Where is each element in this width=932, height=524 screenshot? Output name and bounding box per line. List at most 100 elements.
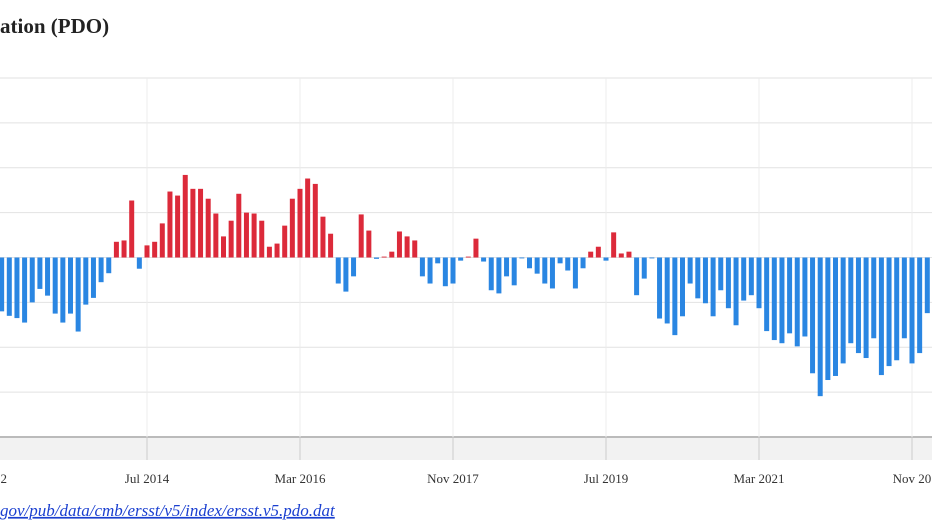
bar: [305, 178, 311, 258]
x-tick-label: Jul 2019: [584, 471, 628, 486]
bar: [190, 188, 196, 258]
bar: [389, 251, 395, 258]
bar: [98, 257, 104, 283]
bar: [282, 225, 288, 258]
bar: [848, 257, 854, 344]
bar: [221, 236, 226, 258]
bar: [29, 257, 35, 303]
bar: [358, 214, 364, 258]
bar: [557, 257, 563, 264]
bar: [657, 257, 663, 319]
bar: [718, 257, 724, 291]
bar: [840, 257, 846, 364]
bar: [764, 257, 770, 332]
bar: [198, 188, 204, 258]
bar: [542, 257, 548, 284]
bar: [213, 213, 219, 258]
x-tick-label: Nov 2017: [427, 471, 479, 486]
bar: [863, 257, 869, 359]
bar: [855, 257, 861, 354]
bar: [817, 257, 823, 397]
bar: [442, 257, 448, 287]
bar: [419, 257, 425, 277]
bar: [618, 253, 624, 258]
bar: [779, 257, 785, 344]
bar: [6, 257, 12, 316]
bar: [473, 238, 479, 258]
bar: [741, 257, 747, 301]
bar: [45, 257, 51, 296]
bar: [496, 257, 502, 294]
bar: [297, 188, 303, 258]
bar: [465, 256, 471, 258]
bar: [511, 257, 517, 286]
bar: [129, 200, 135, 258]
bar: [825, 257, 831, 381]
x-tick-label: 2012: [0, 471, 7, 486]
bar: [702, 257, 708, 304]
bar: [664, 257, 670, 324]
bar: [37, 257, 43, 289]
bar: [243, 212, 249, 258]
bar: [175, 195, 181, 258]
bar: [901, 257, 907, 339]
bar: [159, 223, 165, 258]
bar: [205, 198, 211, 258]
bar: [588, 251, 594, 258]
bar: [603, 257, 609, 261]
bar: [504, 257, 510, 277]
bar: [68, 257, 73, 314]
bar: [450, 257, 456, 284]
x-tick-label: Mar 2016: [275, 471, 326, 486]
source-link-text[interactable]: gov/pub/data/cmb/ersst/v5/index/ersst.v5…: [0, 501, 336, 520]
bar: [672, 257, 678, 336]
bar: [381, 256, 387, 258]
bar: [687, 257, 693, 284]
bar: [366, 230, 372, 258]
bar: [725, 257, 731, 309]
bar: [259, 220, 265, 258]
bar: [335, 257, 341, 284]
bar: [236, 193, 242, 258]
bar: [572, 257, 578, 289]
bar: [351, 257, 357, 277]
bar: [83, 257, 89, 305]
source-link[interactable]: gov/pub/data/cmb/ersst/v5/index/ersst.v5…: [0, 501, 336, 520]
bar: [733, 257, 739, 326]
bar: [909, 257, 915, 364]
bar: [771, 257, 777, 341]
bar: [634, 257, 640, 296]
bar: [641, 257, 647, 279]
bar: [144, 245, 150, 258]
bar: [833, 257, 838, 376]
bar: [481, 257, 487, 262]
chart-title: ation (PDO): [0, 14, 109, 38]
bar: [924, 257, 930, 314]
bar: [886, 257, 892, 367]
bar: [649, 257, 655, 259]
bar: [266, 246, 272, 258]
bar: [917, 257, 923, 354]
axis-band: [0, 438, 932, 460]
bar: [565, 257, 571, 271]
bar: [626, 251, 632, 258]
bar: [14, 257, 20, 319]
bar: [680, 257, 685, 317]
bar: [404, 236, 410, 258]
bar: [488, 257, 494, 291]
bar: [0, 257, 5, 312]
bar: [121, 240, 127, 258]
bar: [182, 174, 188, 258]
bar: [710, 257, 716, 317]
bar: [435, 257, 441, 264]
bar: [152, 241, 158, 258]
bar: [580, 257, 586, 269]
bar: [458, 257, 464, 261]
bar: [136, 257, 142, 269]
bar: [60, 257, 66, 323]
bar: [595, 246, 601, 258]
x-tick-label: Nov 20: [893, 471, 932, 486]
bar: [228, 220, 234, 258]
